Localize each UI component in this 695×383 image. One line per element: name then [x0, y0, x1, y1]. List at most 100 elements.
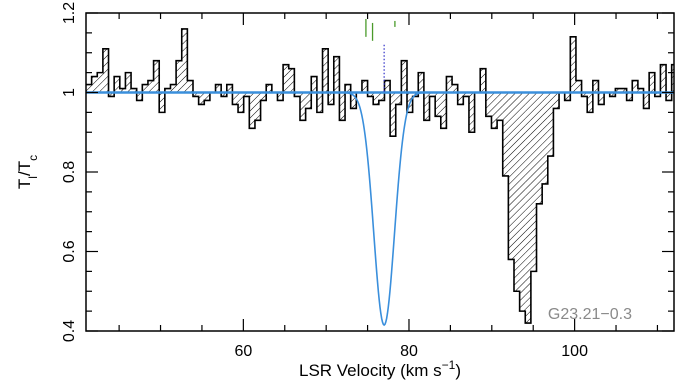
gaussian-fit-line	[86, 91, 674, 327]
spectrum-bar-fill	[609, 92, 616, 97]
spectrum-bar-fill	[339, 92, 346, 121]
spectrum-bar-fill	[491, 92, 498, 129]
spectrum-bar-fill	[373, 92, 379, 105]
x-axis-label-exponent: −1	[442, 358, 456, 372]
spectrum-bar-fill	[198, 92, 205, 105]
spectrum-bar-fill	[164, 88, 171, 93]
spectrum-bar-fill	[181, 28, 188, 93]
spectrum-bar-fill	[288, 68, 295, 93]
spectrum-bar-fill	[119, 88, 126, 93]
spectrum-bar-fill	[592, 80, 599, 93]
spectrum-bar-fill	[435, 92, 441, 117]
spectrum-bar-fill	[221, 92, 227, 97]
spectrum-bar-fill	[530, 92, 537, 272]
spectrum-bar-fill	[626, 92, 633, 101]
spectrum-bar-fill	[102, 48, 109, 93]
x-axis-label: LSR Velocity (km s−1)	[299, 358, 461, 380]
spectrum-bar-fill	[283, 64, 289, 93]
spectrum-bar-fill	[598, 92, 605, 105]
spectrum-bar-fill	[660, 64, 667, 93]
spectrum-bar-fill	[649, 72, 655, 93]
spectrum-bar-fill	[553, 92, 560, 109]
spectrum-bar-fill	[238, 92, 244, 113]
spectrum-bar-fill	[232, 92, 239, 105]
spectrum-bar-fill	[176, 60, 182, 93]
spectrum-bar-fill	[125, 72, 132, 93]
source-label: G23.21−0.3	[548, 306, 632, 323]
spectrum-bar-fill	[401, 60, 407, 93]
spectrum-bar-fill	[316, 92, 323, 113]
y-tick-label: 0.8	[61, 161, 78, 183]
spectrum-bar-fill	[254, 92, 261, 121]
spectrum-bar-fill	[204, 92, 210, 101]
spectrum-bar-fill	[390, 92, 396, 137]
y-tick-label: 0.6	[61, 240, 78, 262]
spectrum-bar-fill	[536, 92, 543, 204]
spectrum-bar-fill	[170, 84, 177, 93]
spectrum-bar-fill	[328, 92, 334, 105]
spectrum-bar-fill	[266, 84, 272, 93]
y-axis-label-sub-c: c	[26, 155, 40, 161]
spectrum-bar-fill	[429, 92, 436, 97]
spectrum-bar-fill	[463, 92, 469, 97]
spectrum-bar-fill	[136, 92, 143, 101]
x-tick-label: 100	[561, 343, 588, 360]
spectrum-bar-fill	[384, 80, 391, 93]
y-tick-label: 0.4	[61, 320, 78, 342]
spectrum-bar-fill	[502, 92, 509, 176]
spectrum-bar-fill	[147, 80, 154, 93]
x-tick-label: 80	[400, 343, 418, 360]
spectrum-bar-fill	[446, 76, 453, 93]
y-tick-label: 1	[61, 88, 78, 97]
spectrum-bar-fill	[249, 92, 255, 129]
spectrum-bar-fill	[677, 93, 683, 101]
spectrum-bar-fill	[299, 92, 306, 121]
spectrum-bar-fill	[418, 72, 424, 93]
spectrum-bar-fill	[345, 84, 351, 93]
spectrum-bar-fill	[142, 84, 148, 93]
spectrum-bar-fill	[632, 80, 638, 93]
spectrum-bar-fill	[508, 92, 514, 260]
spectrum-bar-fill	[587, 92, 593, 113]
spectrum-bar-fill	[277, 92, 284, 101]
spectrum-bar-fill	[91, 76, 98, 93]
spectrum-bar-fill	[311, 76, 317, 93]
spectrum-bar-fill	[350, 92, 357, 109]
x-tick-label: 60	[234, 343, 252, 360]
spectrum-bar-fill	[378, 92, 385, 101]
spectrum-bar-fill	[440, 92, 447, 129]
spectrum-bar-fill	[361, 80, 368, 93]
y-axis-label-sub-l: l	[26, 176, 40, 179]
spectrum-bar-fill	[333, 56, 340, 93]
y-tick-label: 1.2	[61, 2, 78, 24]
spectrum-bar-fill	[513, 92, 520, 292]
spectrum-bar-fill	[615, 88, 621, 93]
spectrum-bar-fill	[423, 92, 430, 121]
spectrum-bar-fill	[215, 84, 222, 93]
spectrum-bar-fill	[97, 72, 103, 93]
spectrum-bar-fill	[497, 92, 503, 121]
spectrum-bar-fill	[671, 64, 674, 93]
spectrum-bar-fill	[570, 36, 576, 93]
spectrum-bar-fill	[159, 92, 165, 113]
spectrum-bar-fill	[305, 92, 312, 109]
plot-frame	[85, 12, 675, 332]
spectrum-bar-fill	[131, 88, 137, 93]
spectrum-bar-fill	[525, 92, 531, 324]
spectrum-bar-fill	[243, 92, 250, 97]
spectrum-bar-fill	[480, 68, 486, 93]
spectrum-bar-fill	[643, 92, 650, 109]
x-axis-label-close: )	[455, 361, 461, 380]
spectrum-bar-fill	[153, 60, 160, 93]
spectrum-bar-fill	[683, 93, 689, 105]
spectrum-bar-fill	[689, 77, 695, 93]
spectrum-bar-fill	[260, 92, 267, 101]
spectrum-bar-fill	[468, 92, 475, 133]
axes: 60 80 100 0.4 0.6 0.8 1 1.2	[61, 2, 675, 360]
spectrum-bar-fill	[294, 92, 300, 97]
spectrum-bar-fill	[457, 92, 464, 105]
spectrum-bar-fill	[542, 92, 548, 184]
spectrum-bar-fill	[367, 92, 374, 97]
spectrum-bar-fill	[226, 84, 233, 93]
